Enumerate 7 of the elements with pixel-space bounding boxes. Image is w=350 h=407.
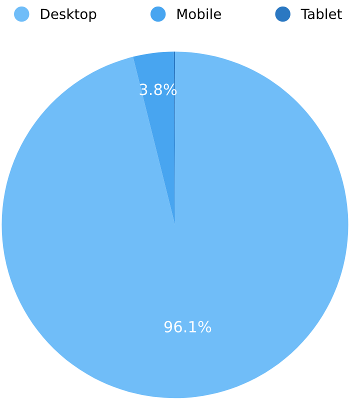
pie-slice bbox=[132, 52, 175, 225]
legend-label: Mobile bbox=[178, 8, 221, 20]
legend-label: Tablet bbox=[300, 8, 342, 20]
data-label: 96.1% bbox=[164, 320, 212, 332]
legend-label: Desktop bbox=[41, 8, 96, 22]
pie-slice bbox=[2, 52, 348, 398]
data-label: 3.8% bbox=[140, 84, 177, 96]
